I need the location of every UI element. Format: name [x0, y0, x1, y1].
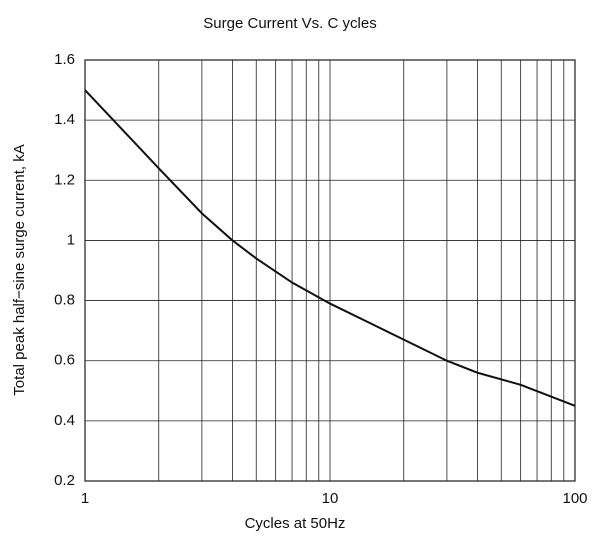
- y-tick-label: 0.4: [54, 412, 75, 429]
- x-axis-label: Cycles at 50Hz: [245, 515, 346, 532]
- y-tick-label: 1.6: [54, 51, 75, 68]
- y-tick-label: 1: [67, 231, 75, 248]
- data-line: [84, 89, 576, 407]
- y-tick-label: 0.2: [54, 472, 75, 489]
- x-tick-label: 1: [81, 490, 89, 507]
- x-tick-label: 100: [562, 490, 587, 507]
- chart-title: Surge Current Vs. C ycles: [203, 15, 376, 32]
- y-tick-label: 0.8: [54, 292, 75, 309]
- x-tick-label: 10: [322, 490, 339, 507]
- y-tick-label: 1.4: [54, 111, 75, 128]
- y-tick-label: 1.2: [54, 171, 75, 188]
- y-tick-label: 0.6: [54, 352, 75, 369]
- y-axis-label: Total peak half−sine surge current, kA: [11, 144, 28, 395]
